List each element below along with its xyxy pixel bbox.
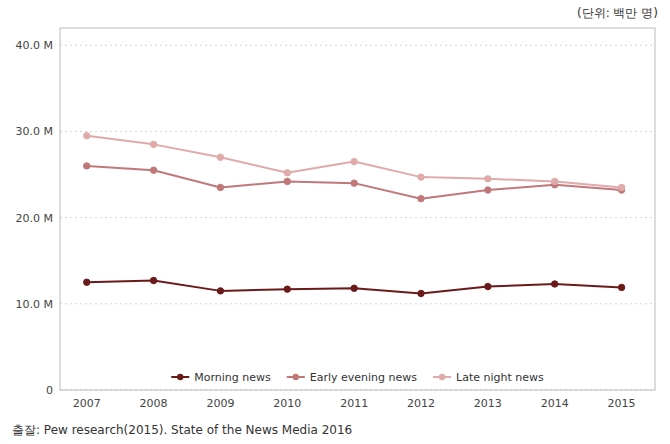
x-tick-label: 2015 xyxy=(608,397,636,410)
series-point xyxy=(217,184,223,190)
legend-label: Late night news xyxy=(456,371,544,384)
series-point xyxy=(418,174,424,180)
y-tick-label: 30.0 M xyxy=(16,125,53,138)
legend-marker xyxy=(177,374,183,380)
series-point xyxy=(84,279,90,285)
source-note: 출잘: Pew research(2015). State of the New… xyxy=(12,423,352,437)
series-point xyxy=(418,195,424,201)
x-tick-label: 2009 xyxy=(206,397,234,410)
legend-item: Late night news xyxy=(433,371,544,384)
series-point xyxy=(485,176,491,182)
chart-svg: 0 10.0 M 20.0 M 30.0 M 40.0 M 2007 2008 2009 201… xyxy=(0,0,670,444)
unit-note: (단위: 백만 명) xyxy=(577,6,658,20)
legend-marker xyxy=(439,374,445,380)
x-tick-label: 2014 xyxy=(541,397,569,410)
series-point xyxy=(217,288,223,294)
series-point xyxy=(351,180,357,186)
series-point xyxy=(351,158,357,164)
x-tick-label: 2007 xyxy=(73,397,101,410)
series-point xyxy=(150,277,156,283)
series-point xyxy=(351,285,357,291)
series-point xyxy=(150,167,156,173)
plot-frame xyxy=(60,28,655,390)
y-tick-label: 20.0 M xyxy=(16,212,53,225)
series-point xyxy=(84,133,90,139)
x-tick-label: 2011 xyxy=(340,397,368,410)
background xyxy=(0,0,670,444)
series-point xyxy=(284,170,290,176)
series-point xyxy=(284,178,290,184)
series-point xyxy=(418,290,424,296)
grid-line xyxy=(60,303,655,304)
series xyxy=(84,163,625,202)
series-point xyxy=(284,286,290,292)
series-point xyxy=(84,163,90,169)
series-point xyxy=(618,184,624,190)
grid-line xyxy=(60,45,655,46)
x-tick-label: 2013 xyxy=(474,397,502,410)
x-tick-label: 2008 xyxy=(140,397,168,410)
legend-item: Early evening news xyxy=(287,371,418,384)
series-point xyxy=(150,141,156,147)
legend-marker xyxy=(293,374,299,380)
series-point xyxy=(552,281,558,287)
series-point xyxy=(552,178,558,184)
y-tick-labels: 0 10.0 M 20.0 M 30.0 M 40.0 M xyxy=(16,39,53,397)
y-tick-label: 0 xyxy=(46,384,53,397)
legend-label: Early evening news xyxy=(310,371,418,384)
series-point xyxy=(618,284,624,290)
series-line xyxy=(87,166,622,199)
series-point xyxy=(485,187,491,193)
x-tick-label: 2010 xyxy=(273,397,301,410)
legend-item: Morning news xyxy=(171,371,271,384)
legend-label: Morning news xyxy=(194,371,271,384)
x-tick-labels: 2007 2008 2009 2010 2011 2012 2013 2014 2015 xyxy=(73,397,636,410)
grid-line xyxy=(60,217,655,218)
series-line xyxy=(87,281,622,294)
series-point xyxy=(485,283,491,289)
y-tick-label: 40.0 M xyxy=(16,39,53,52)
series-point xyxy=(217,154,223,160)
legend: Morning news Early evening news Late night… xyxy=(171,371,544,384)
series xyxy=(84,133,625,191)
chart-container: 0 10.0 M 20.0 M 30.0 M 40.0 M 2007 2008 2009 201… xyxy=(0,0,670,444)
data-area xyxy=(84,133,625,297)
series-line xyxy=(87,136,622,188)
y-grid xyxy=(60,45,655,390)
series xyxy=(84,277,625,296)
y-tick-label: 10.0 M xyxy=(16,298,53,311)
grid-line xyxy=(60,131,655,132)
x-tick-label: 2012 xyxy=(407,397,435,410)
